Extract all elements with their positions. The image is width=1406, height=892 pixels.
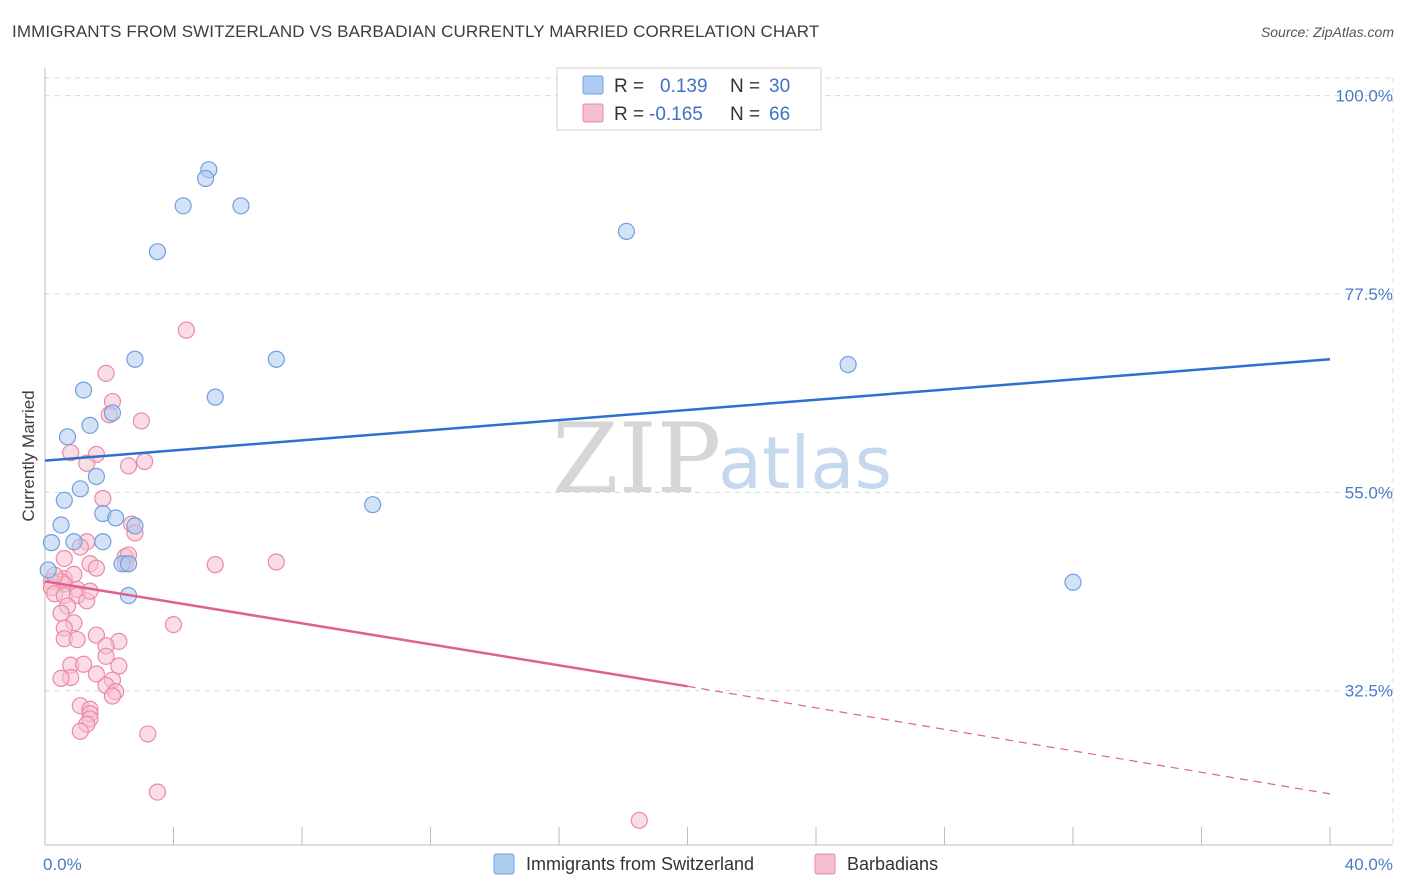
barbadians-point-22 <box>267 553 285 571</box>
barbadians-point-3 <box>132 412 150 430</box>
barbadians-point-10 <box>94 489 112 508</box>
switzerland-point-20 <box>52 516 70 534</box>
switzerland-point-23 <box>65 533 83 551</box>
barbadians-point-62 <box>139 725 157 743</box>
legend-r-value-2: -0.165 <box>649 104 703 125</box>
barbadians-point-47 <box>74 655 93 673</box>
grid-lines <box>45 77 1394 845</box>
barbadians-point-42 <box>87 626 106 644</box>
chart-title: IMMIGRANTS FROM SWITZERLAND VS BARBADIAN… <box>12 22 820 41</box>
barbadians-point-21 <box>206 556 224 574</box>
legend-n-value-2: 66 <box>769 104 790 125</box>
switzerland-point-12 <box>81 416 99 434</box>
bottom-legend-swatch-barbadians <box>814 853 836 875</box>
switzerland-point-6 <box>126 350 144 368</box>
bottom-legend-swatch-switzerland <box>493 853 515 875</box>
switzerland-point-19 <box>107 509 125 527</box>
switzerland-point-27 <box>39 561 57 579</box>
legend-swatch-switzerland <box>582 75 604 95</box>
series-legend: Immigrants from Switzerland Barbadians <box>493 853 938 875</box>
switzerland-point-7 <box>267 350 285 368</box>
switzerland-point-8 <box>839 355 857 374</box>
barbadians-point-37 <box>164 615 183 634</box>
switzerland-point-22 <box>42 534 61 552</box>
trend-lines <box>44 357 1331 795</box>
switzerland-point-10 <box>206 388 224 406</box>
legend-r-label-2: R = <box>614 104 644 125</box>
switzerland-point-14 <box>87 467 106 486</box>
axes <box>44 68 1393 846</box>
barbadians-trend-line-dashed <box>687 685 1331 795</box>
barbadians-point-48 <box>110 657 128 675</box>
legend-r-label-1: R = <box>614 76 644 97</box>
barbadians-points <box>42 321 648 829</box>
y-tick-label-3: 100.0% <box>1335 87 1393 106</box>
barbadians-point-64 <box>630 811 648 829</box>
y-tick-label-2: 77.5% <box>1345 285 1393 304</box>
barbadians-trend-line <box>44 580 688 688</box>
barbadians-point-41 <box>68 630 86 649</box>
y-tick-labels: 32.5% 55.0% 77.5% 100.0% <box>1335 87 1393 701</box>
switzerland-point-3 <box>232 197 250 215</box>
watermark: ZIP atlas <box>552 403 892 515</box>
barbadians-point-51 <box>87 665 106 683</box>
y-axis-label: Currently Married <box>19 390 38 521</box>
watermark-atlas: atlas <box>718 421 892 505</box>
legend-swatch-barbadians <box>582 103 604 123</box>
switzerland-point-16 <box>55 491 73 509</box>
switzerland-point-4 <box>148 243 167 261</box>
switzerland-trend-line <box>44 357 1331 462</box>
y-tick-label-0: 32.5% <box>1345 682 1393 701</box>
switzerland-point-17 <box>364 496 382 514</box>
barbadians-point-35 <box>81 582 99 600</box>
barbadians-point-50 <box>52 669 70 687</box>
barbadians-point-61 <box>71 722 89 740</box>
barbadians-point-55 <box>103 687 122 705</box>
legend-n-value-1: 30 <box>769 76 790 97</box>
switzerland-point-5 <box>617 222 636 240</box>
bottom-legend-label-barbadians: Barbadians <box>847 854 938 874</box>
switzerland-point-9 <box>74 381 93 399</box>
switzerland-point-21 <box>126 517 144 535</box>
barbadians-point-19 <box>87 559 106 577</box>
barbadians-point-7 <box>135 452 154 471</box>
switzerland-point-1 <box>197 169 215 188</box>
switzerland-points <box>39 161 1082 605</box>
source-credit: Source: ZipAtlas.com <box>1260 24 1394 40</box>
barbadians-point-1 <box>97 364 115 382</box>
barbadians-point-63 <box>148 783 167 801</box>
switzerland-point-29 <box>1064 573 1082 591</box>
y-tick-label-1: 55.0% <box>1345 483 1393 502</box>
legend-r-value-1: 0.139 <box>660 76 708 97</box>
legend-n-label-2: N = <box>730 104 760 125</box>
switzerland-point-11 <box>103 404 122 422</box>
x-tick-label-1: 40.0% <box>1345 855 1393 874</box>
barbadians-point-8 <box>119 457 138 475</box>
legend-n-label-1: N = <box>730 76 760 97</box>
barbadians-point-0 <box>177 321 195 339</box>
watermark-zip: ZIP <box>552 403 721 515</box>
barbadians-point-16 <box>55 549 73 568</box>
switzerland-point-15 <box>71 480 89 498</box>
x-tick-labels: 0.0% 40.0% <box>43 855 1393 874</box>
x-tick-label-0: 0.0% <box>43 855 82 874</box>
barbadians-point-45 <box>97 647 115 665</box>
barbadians-point-9 <box>78 454 96 472</box>
switzerland-point-2 <box>174 197 192 215</box>
switzerland-point-26 <box>119 555 138 573</box>
bottom-legend-label-switzerland: Immigrants from Switzerland <box>526 854 754 874</box>
stats-legend: R = 0.139 N = 30 R = -0.165 N = 66 <box>556 67 822 131</box>
switzerland-point-13 <box>58 428 77 446</box>
switzerland-point-24 <box>94 533 112 551</box>
